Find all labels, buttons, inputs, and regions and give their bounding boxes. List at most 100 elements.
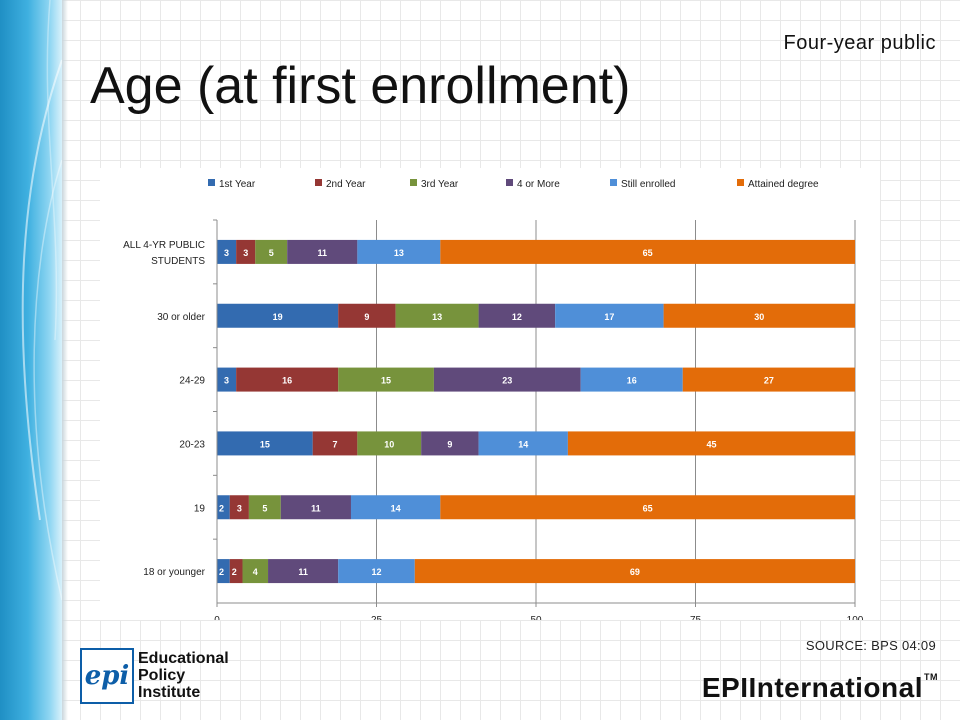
bar-segment-1-2 (395, 303, 479, 328)
category-label-1-line-0: 30 or older (157, 312, 205, 323)
bar-segment-4-5 (440, 495, 855, 520)
data-label-0-2: 5 (269, 248, 274, 258)
category-label-5: 18 or younger (143, 567, 205, 578)
bar-segment-3-4 (478, 431, 568, 456)
bar-segment-0-4 (357, 239, 441, 264)
data-label-5-3: 11 (298, 567, 308, 577)
data-label-2-3: 23 (502, 376, 512, 386)
bar-segment-3-0 (217, 431, 313, 456)
x-tick-label-0: 0 (214, 615, 220, 620)
data-label-0-0: 3 (224, 248, 229, 258)
category-label-2-line-0: 24-29 (179, 376, 205, 387)
epi-logo-mark: epi (80, 648, 134, 704)
legend-label-0: 1st Year (219, 179, 256, 190)
bar-segment-5-1 (229, 559, 243, 584)
data-label-2-4: 16 (627, 376, 637, 386)
data-label-5-0: 2 (219, 567, 224, 577)
data-label-1-5: 30 (754, 312, 764, 322)
bar-segment-4-3 (280, 495, 351, 520)
bar-segment-2-0 (217, 367, 237, 392)
bar-segment-1-3 (478, 303, 556, 328)
data-label-0-4: 13 (394, 248, 404, 258)
legend-label-1: 2nd Year (326, 179, 366, 190)
epi-logo: epi Educational Policy Institute (80, 648, 230, 704)
bar-segment-2-3 (433, 367, 581, 392)
bar-segment-2-2 (338, 367, 434, 392)
legend-swatch-1 (315, 179, 322, 186)
bar-segment-1-0 (217, 303, 339, 328)
bar-segment-4-2 (248, 495, 281, 520)
bar-segment-5-3 (268, 559, 339, 584)
data-label-3-0: 15 (260, 439, 270, 449)
bar-segment-1-5 (663, 303, 855, 328)
data-label-2-2: 15 (381, 376, 391, 386)
bar-segment-2-4 (580, 367, 683, 392)
data-label-2-5: 27 (764, 376, 774, 386)
bar-segment-4-0 (217, 495, 230, 520)
data-label-5-4: 12 (371, 567, 381, 577)
legend-label-3: 4 or More (517, 179, 560, 190)
bar-segment-1-1 (338, 303, 396, 328)
stacked-bar-chart: 1st Year 2nd Year 3rd Year 4 or More Still e… (123, 179, 864, 626)
category-label-1: 30 or older (157, 312, 205, 323)
data-label-2-1: 16 (282, 376, 292, 386)
category-label-5-line-0: 18 or younger (143, 567, 205, 578)
bar-segment-0-0 (217, 239, 237, 264)
bar-segment-3-2 (357, 431, 422, 456)
epi-logo-mark-text: epi (84, 661, 130, 691)
data-label-1-1: 9 (364, 312, 369, 322)
bar-segment-0-3 (287, 239, 358, 264)
data-label-4-2: 5 (262, 503, 267, 513)
data-label-4-5: 65 (643, 503, 653, 513)
category-label-3-line-0: 20-23 (179, 439, 205, 450)
legend-swatch-2 (410, 179, 417, 186)
data-label-5-5: 69 (630, 567, 640, 577)
data-label-4-1: 3 (237, 503, 242, 513)
epi-logo-line-1: Educational (138, 650, 229, 667)
data-label-1-4: 17 (604, 312, 614, 322)
x-tick-label-4: 100 (847, 615, 864, 620)
source-note: SOURCE: BPS 04:09 (805, 638, 936, 653)
bar-segment-5-5 (414, 559, 855, 584)
data-label-4-0: 2 (219, 503, 224, 513)
legend-label-5: Attained degree (748, 179, 819, 190)
category-label-2: 24-29 (179, 376, 205, 387)
sidebar-decoration (0, 0, 62, 720)
data-label-3-1: 7 (333, 439, 338, 449)
legend-swatch-4 (610, 179, 617, 186)
sidebar-shadow (62, 0, 68, 720)
data-label-3-4: 14 (518, 439, 528, 449)
data-label-1-0: 19 (273, 312, 283, 322)
data-label-5-1: 2 (232, 567, 237, 577)
category-label-4-line-0: 19 (194, 503, 206, 514)
data-label-0-3: 11 (318, 248, 328, 258)
bar-segment-5-2 (242, 559, 269, 584)
epi-logo-line-3: Institute (138, 684, 201, 701)
bar-segment-3-5 (567, 431, 855, 456)
data-label-5-2: 4 (253, 567, 258, 577)
legend-label-2: 3rd Year (421, 179, 459, 190)
bar-segment-0-1 (236, 239, 256, 264)
epi-logo-text: Educational Policy Institute (138, 650, 229, 701)
bar-segment-3-1 (312, 431, 358, 456)
data-label-2-0: 3 (224, 376, 229, 386)
bar-segment-4-4 (350, 495, 441, 520)
category-label-4: 19 (194, 503, 206, 514)
bar-segment-4-1 (229, 495, 249, 520)
data-label-4-4: 14 (391, 503, 401, 513)
epi-logo-line-2: Policy (138, 667, 186, 684)
sidebar-swirl-graphic (21, 0, 62, 601)
category-label-0: ALL 4-YR PUBLIC STUDENTS (123, 240, 205, 267)
data-label-3-2: 10 (384, 439, 394, 449)
data-label-3-5: 45 (706, 439, 716, 449)
bar-segment-2-5 (682, 367, 855, 392)
data-label-4-3: 11 (311, 503, 321, 513)
category-label-3: 20-23 (179, 439, 205, 450)
bar-segment-0-5 (440, 239, 855, 264)
category-label-0-line-0: ALL 4-YR PUBLIC (123, 240, 205, 251)
x-tick-label-1: 25 (371, 615, 383, 620)
legend-swatch-3 (506, 179, 513, 186)
epi-international-logo-text: EPIInternational (701, 672, 923, 703)
legend-swatch-0 (208, 179, 215, 186)
trademark-mark: TM (924, 672, 938, 682)
